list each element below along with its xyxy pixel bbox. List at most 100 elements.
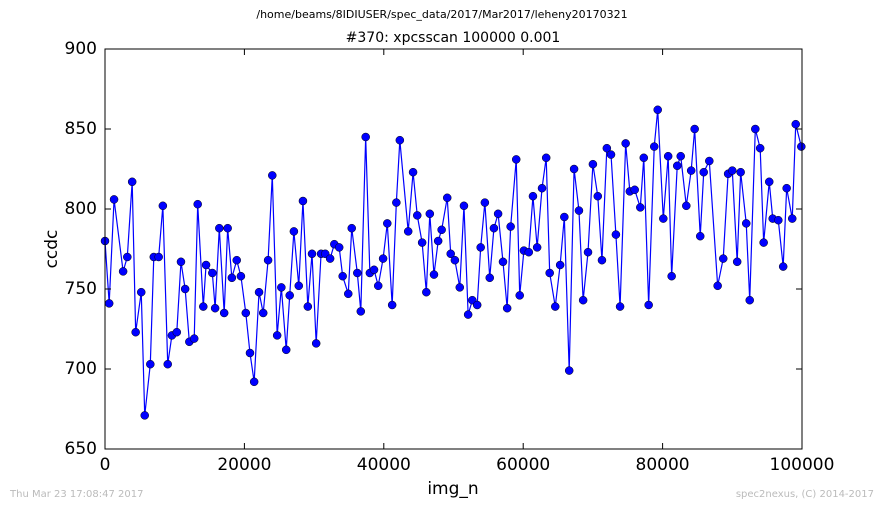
data-point xyxy=(210,303,220,313)
data-point xyxy=(146,359,155,369)
data-point xyxy=(189,334,199,343)
data-point xyxy=(254,287,264,297)
data-point xyxy=(455,283,465,292)
data-point xyxy=(378,254,388,263)
data-point xyxy=(578,295,588,305)
y-tick-label: 750 xyxy=(65,279,97,299)
y-tick-label: 900 xyxy=(65,39,97,59)
data-point xyxy=(268,171,277,180)
data-point xyxy=(569,164,579,174)
data-line xyxy=(104,109,802,416)
data-point xyxy=(325,254,335,263)
data-point xyxy=(199,302,208,311)
y-tick-label: 800 xyxy=(65,199,97,219)
data-point xyxy=(787,214,797,223)
data-point xyxy=(597,255,607,265)
y-tick-label: 650 xyxy=(65,439,97,459)
data-point xyxy=(672,161,682,171)
x-tick-label: 80000 xyxy=(636,455,690,475)
data-point xyxy=(127,177,137,187)
footer-credit: spec2nexus, (C) 2014-2017 xyxy=(736,489,874,500)
data-point xyxy=(545,268,554,278)
data-point xyxy=(659,214,668,223)
data-point xyxy=(472,300,482,310)
data-point xyxy=(713,281,722,291)
data-point xyxy=(751,124,760,134)
data-point xyxy=(459,201,469,211)
data-point xyxy=(373,281,383,291)
data-point xyxy=(307,249,317,259)
data-point xyxy=(361,132,370,142)
data-point xyxy=(136,287,146,297)
data-point xyxy=(294,281,304,291)
data-point xyxy=(289,227,299,236)
data-point xyxy=(653,105,662,115)
data-point xyxy=(131,327,140,337)
data-point xyxy=(387,300,397,310)
data-point xyxy=(334,243,344,252)
data-point xyxy=(736,167,745,177)
data-point xyxy=(413,211,422,220)
data-point xyxy=(219,308,229,318)
data-point xyxy=(193,199,202,209)
data-point xyxy=(277,283,286,292)
data-point xyxy=(564,366,574,375)
data-point xyxy=(532,243,542,252)
data-point xyxy=(644,300,653,310)
data-point xyxy=(245,348,255,358)
data-point xyxy=(338,271,347,281)
data-point xyxy=(263,255,273,265)
data-point xyxy=(778,262,788,271)
data-point xyxy=(422,287,431,297)
data-point xyxy=(215,223,224,233)
data-point xyxy=(249,377,259,387)
data-point xyxy=(281,345,291,355)
data-point xyxy=(176,257,186,267)
data-point xyxy=(437,225,446,235)
data-point xyxy=(797,142,806,151)
data-point xyxy=(236,271,246,281)
data-point xyxy=(463,310,473,319)
data-point xyxy=(682,201,691,211)
data-point xyxy=(705,156,714,166)
data-point xyxy=(392,198,401,207)
data-point xyxy=(450,255,460,265)
data-point xyxy=(728,166,737,175)
data-point xyxy=(560,212,569,222)
data-point xyxy=(667,271,676,281)
data-point xyxy=(311,339,321,348)
data-point xyxy=(593,191,603,201)
data-point xyxy=(791,119,800,129)
data-point xyxy=(485,273,494,283)
data-point xyxy=(123,252,132,262)
y-tick-label: 850 xyxy=(65,119,97,139)
data-point xyxy=(695,231,705,241)
data-point xyxy=(383,219,392,228)
x-tick-label: 20000 xyxy=(217,455,271,475)
data-point xyxy=(227,273,237,283)
data-point xyxy=(583,247,593,257)
data-point xyxy=(104,299,114,308)
data-point xyxy=(782,183,791,193)
data-point xyxy=(201,260,211,270)
data-point xyxy=(395,135,405,145)
x-tick-label: 100000 xyxy=(770,455,835,475)
data-point xyxy=(442,193,452,203)
data-point xyxy=(223,223,232,233)
data-point xyxy=(511,155,521,164)
x-tick-label: 40000 xyxy=(357,455,411,475)
path-title: /home/beams/8IDIUSER/spec_data/2017/Mar2… xyxy=(256,8,627,21)
data-point xyxy=(602,143,612,153)
data-point xyxy=(615,302,625,311)
data-point xyxy=(425,209,435,219)
data-point xyxy=(272,331,282,340)
data-point xyxy=(690,124,699,134)
data-point xyxy=(621,139,630,148)
data-point xyxy=(163,359,172,369)
footer-date: Thu Mar 23 17:08:47 2017 xyxy=(9,489,143,500)
data-point xyxy=(555,260,565,270)
x-tick-label: 0 xyxy=(100,455,111,475)
data-point xyxy=(158,201,168,211)
data-point xyxy=(344,289,353,299)
